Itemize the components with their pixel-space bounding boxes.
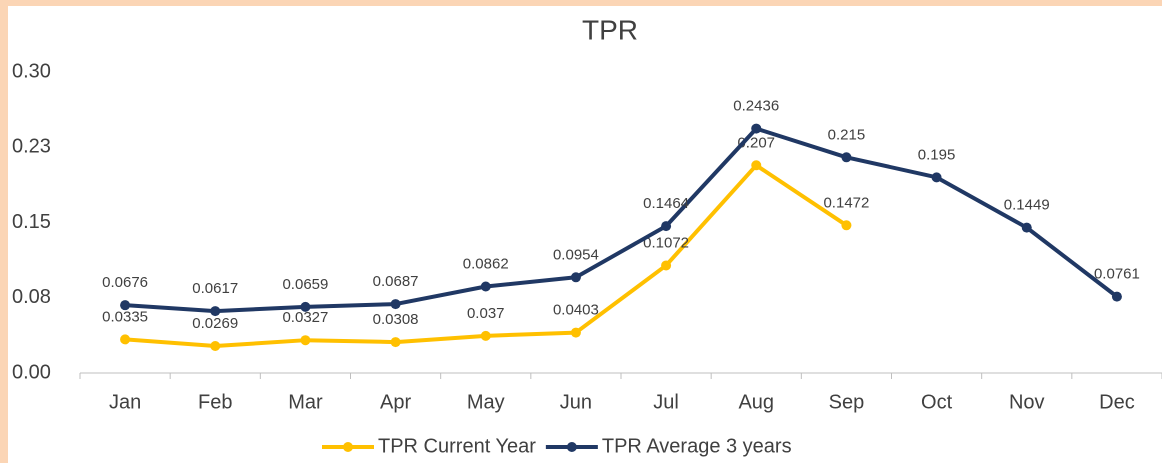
marker (1111, 291, 1122, 302)
data-label: 0.0269 (192, 315, 238, 332)
data-label: 0.037 (467, 305, 505, 322)
x-tick-label: Dec (1099, 391, 1135, 413)
y-tick-label: 0.23 (12, 136, 51, 158)
data-label: 0.0617 (192, 280, 238, 297)
x-tick-label: Nov (1009, 391, 1045, 413)
legend-label: TPR Average 3 years (602, 435, 792, 457)
chart-area (8, 6, 1162, 463)
x-tick-label: Sep (829, 391, 865, 413)
data-label: 0.0403 (553, 302, 599, 319)
data-label: 0.0954 (553, 246, 599, 263)
data-label: 0.0761 (1094, 266, 1140, 283)
marker (570, 272, 581, 283)
marker (120, 300, 131, 311)
series-line (124, 126, 1119, 314)
data-label: 0.1449 (1004, 197, 1050, 214)
marker (210, 306, 221, 317)
marker (1021, 222, 1032, 233)
legend-marker (343, 442, 353, 452)
x-tick-label: Aug (738, 391, 774, 413)
marker (390, 337, 401, 348)
data-label: 0.0308 (373, 311, 419, 328)
legend-marker (566, 442, 577, 452)
x-tick-label: Mar (288, 391, 323, 413)
marker (751, 123, 762, 134)
x-tick-label: May (467, 391, 505, 413)
marker (120, 334, 131, 345)
marker (841, 220, 852, 231)
y-tick-label: 0.15 (12, 211, 51, 233)
data-label: 0.0676 (102, 274, 148, 291)
y-tick-label: 0.00 (12, 361, 51, 383)
x-tick-label: Oct (921, 391, 953, 413)
y-tick-label: 0.30 (12, 60, 51, 82)
legend-label: TPR Current Year (378, 435, 536, 457)
data-label: 0.1072 (643, 234, 689, 251)
x-tick-label: Jan (109, 391, 141, 413)
data-label: 0.0862 (463, 255, 509, 272)
data-label: 0.195 (918, 146, 956, 163)
data-label: 0.1464 (643, 195, 689, 212)
marker (300, 335, 311, 346)
marker (480, 281, 491, 292)
marker (751, 160, 762, 171)
marker (661, 221, 672, 232)
x-tick-label: Jul (653, 391, 679, 413)
marker (210, 341, 221, 352)
data-label: 0.0335 (102, 308, 148, 325)
data-label: 0.0327 (282, 309, 328, 326)
marker (570, 327, 581, 338)
marker (661, 260, 672, 271)
marker (931, 172, 942, 183)
x-tick-label: Feb (198, 391, 232, 413)
data-label: 0.0659 (282, 276, 328, 293)
marker (300, 301, 311, 312)
marker (841, 152, 852, 163)
x-tick-label: Apr (380, 391, 411, 413)
y-tick-label: 0.08 (12, 286, 51, 308)
x-tick-label: Jun (560, 391, 592, 413)
data-label: 0.0687 (373, 273, 419, 290)
chart-title: TPR (582, 14, 638, 45)
data-label: 0.215 (828, 126, 866, 143)
data-label: 0.1472 (823, 194, 869, 211)
marker (480, 330, 491, 341)
data-label: 0.2436 (733, 98, 779, 115)
marker (390, 299, 401, 310)
